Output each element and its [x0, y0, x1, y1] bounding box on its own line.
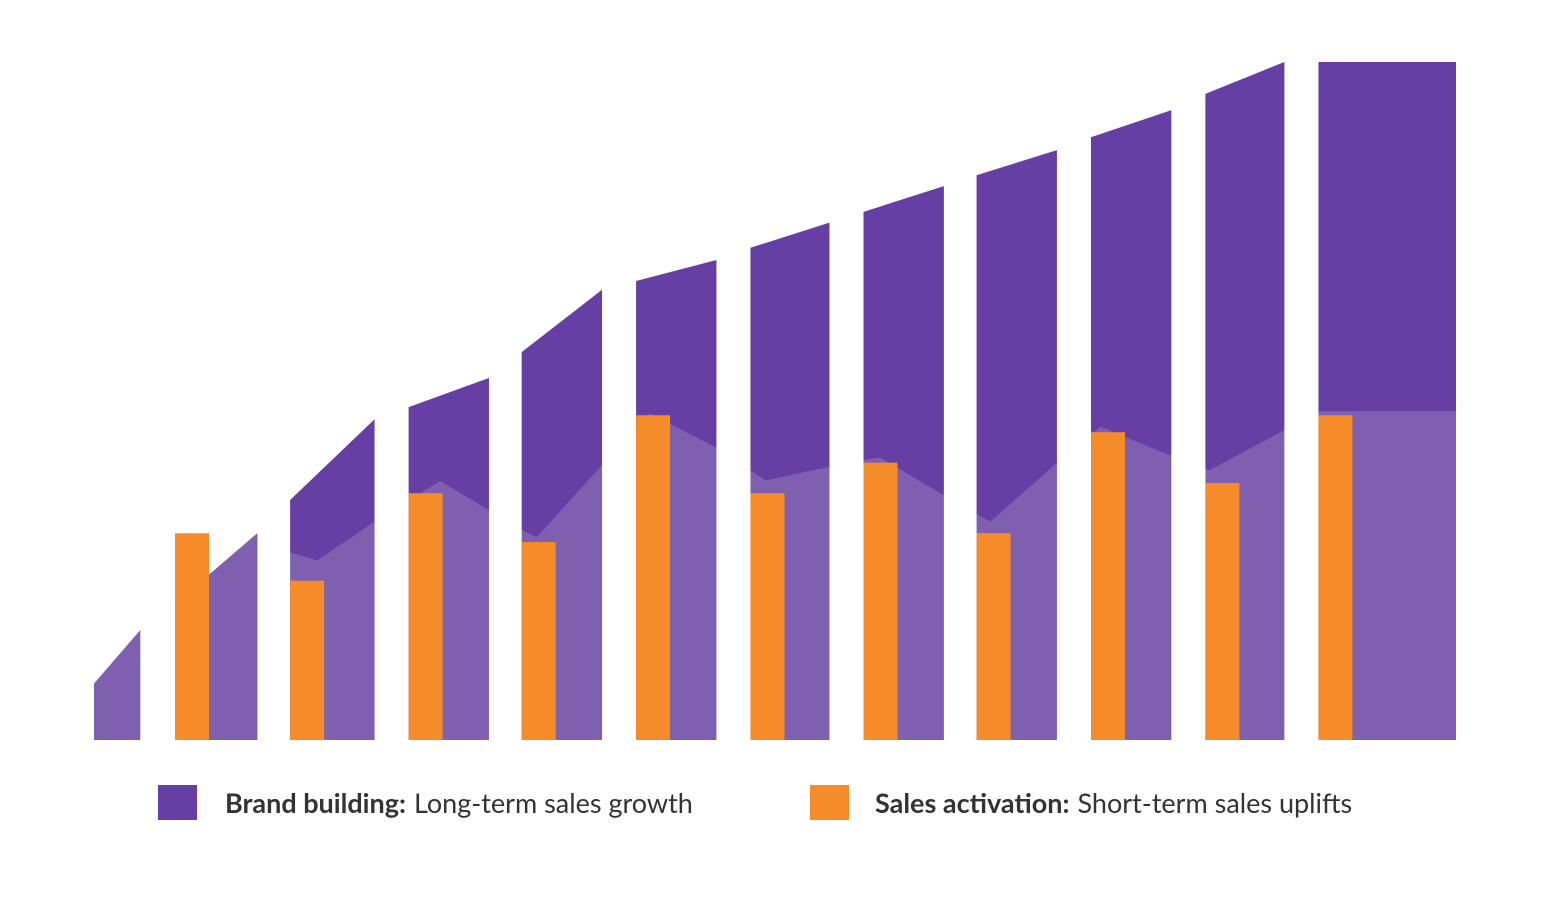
column-gap — [257, 60, 291, 742]
column-gap — [1171, 60, 1206, 742]
bar — [636, 415, 671, 740]
legend-description: Short-term sales uplifts — [1077, 786, 1352, 819]
bar — [521, 542, 556, 740]
bar — [1090, 432, 1125, 740]
legend-name: Sales activation: — [875, 786, 1069, 819]
legend-name: Brand building: — [225, 786, 406, 819]
bar — [1318, 415, 1353, 740]
bar — [408, 493, 443, 740]
legend-label: Brand building: Long-term sales growth — [225, 786, 693, 819]
legend-label: Sales activation: Short-term sales uplift… — [875, 786, 1352, 819]
bar — [750, 493, 785, 740]
legend-item: Brand building: Long-term sales growth — [158, 785, 693, 820]
bar — [976, 533, 1011, 740]
legend-swatch — [810, 785, 849, 820]
bar — [1205, 483, 1240, 740]
column-gap — [602, 60, 637, 742]
bar — [863, 462, 898, 740]
legend-item: Sales activation: Short-term sales uplift… — [810, 785, 1352, 820]
column-gap — [374, 60, 409, 742]
bar — [175, 533, 210, 740]
column-gap — [1284, 60, 1319, 742]
column-gap — [943, 60, 977, 742]
column-gap — [1056, 60, 1091, 742]
column-gap — [140, 60, 176, 742]
column-gap — [829, 60, 864, 742]
column-gap — [488, 60, 522, 742]
legend-swatch — [158, 785, 197, 820]
bar — [290, 580, 325, 740]
legend-description: Long-term sales growth — [414, 786, 693, 819]
column-gap — [716, 60, 751, 742]
